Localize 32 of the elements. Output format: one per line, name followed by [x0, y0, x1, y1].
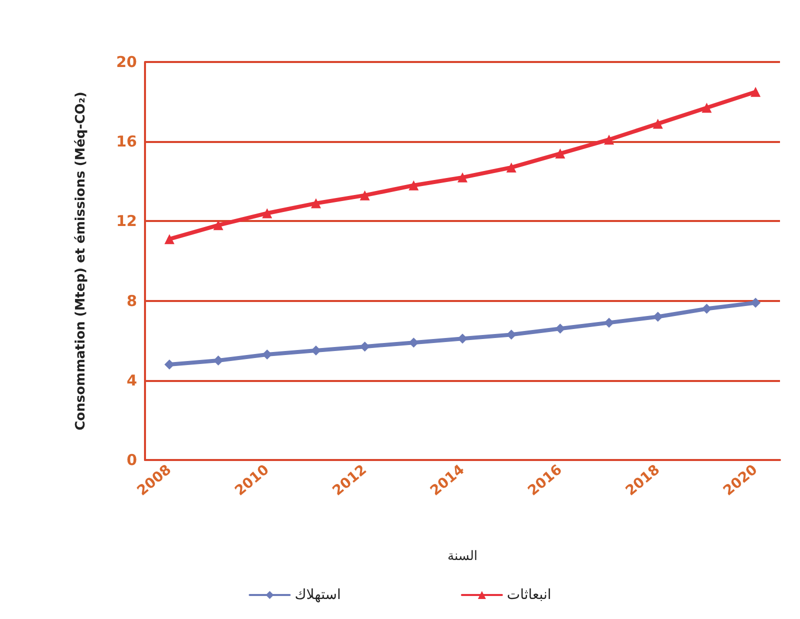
y-tick-label: 16 — [116, 132, 137, 151]
point — [506, 162, 516, 172]
point — [360, 190, 370, 200]
point — [164, 234, 174, 244]
point — [750, 298, 761, 308]
y-tick-label: 8 — [126, 292, 137, 310]
point — [604, 134, 614, 145]
point — [458, 334, 468, 344]
point — [702, 102, 712, 113]
point — [555, 148, 566, 159]
point — [408, 338, 419, 348]
x-axis-title: السنة — [447, 549, 478, 564]
point — [213, 356, 224, 366]
point — [555, 324, 566, 334]
legend-label: انبعاثات — [506, 587, 552, 603]
point — [458, 172, 468, 182]
y-tick-label: 0 — [126, 451, 137, 469]
point — [750, 86, 761, 97]
y-axis-title: Consommation (Mtep) et émissions (Méq-CO₂) — [74, 92, 88, 430]
point — [310, 198, 321, 208]
point — [213, 220, 224, 230]
legend-label: استهلاك — [294, 587, 341, 603]
y-tick-label: 20 — [116, 53, 137, 71]
point — [652, 118, 663, 129]
y-tick-label: 4 — [126, 371, 137, 390]
point — [164, 359, 174, 370]
point — [604, 318, 614, 328]
point — [702, 304, 712, 314]
point — [262, 208, 272, 218]
y-tick-label: 12 — [116, 212, 137, 230]
point — [408, 180, 419, 190]
point — [652, 312, 663, 322]
